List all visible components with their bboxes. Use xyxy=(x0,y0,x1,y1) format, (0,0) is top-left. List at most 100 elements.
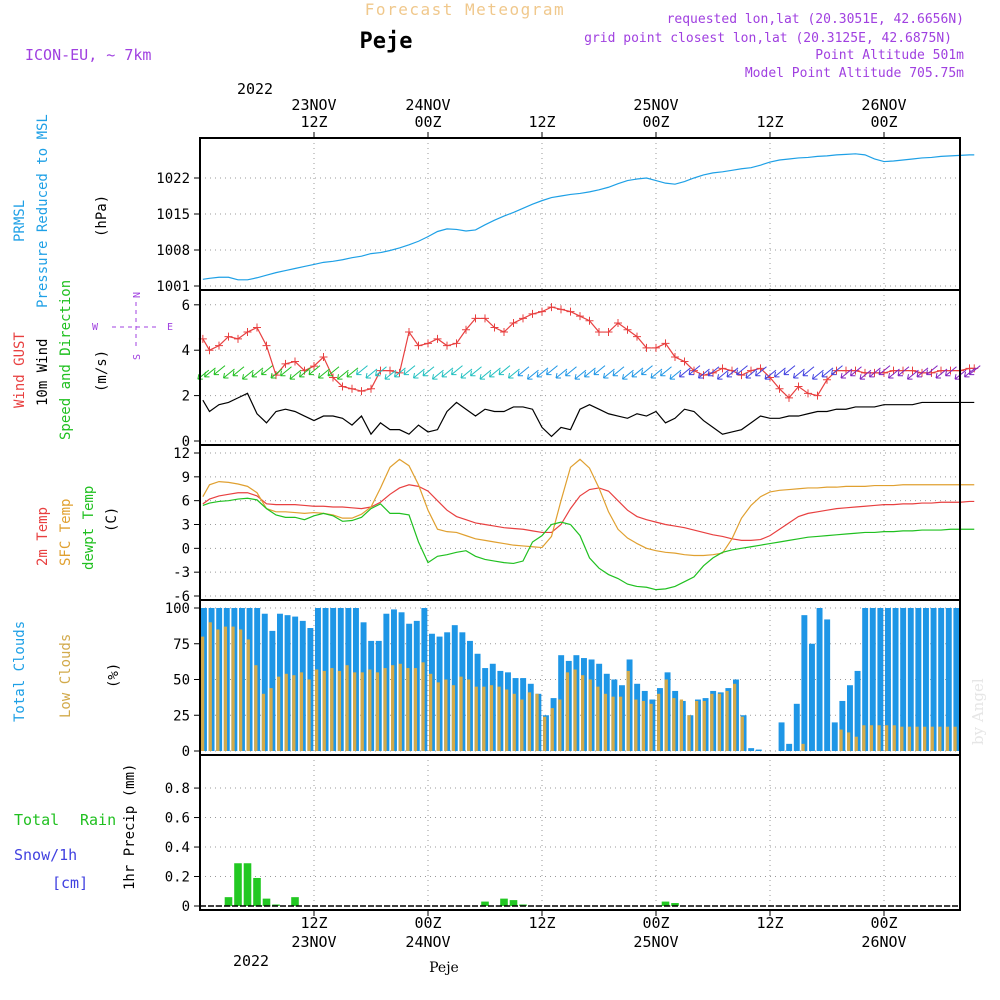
gust-marker xyxy=(348,384,356,393)
low-cloud-bar xyxy=(565,672,570,751)
series-2m-temp xyxy=(202,484,975,541)
top-year: 2022 xyxy=(237,80,273,98)
gust-marker xyxy=(367,384,375,393)
gust-marker xyxy=(509,318,518,327)
y-tick-label: 0 xyxy=(182,541,190,557)
wind-arrow xyxy=(612,366,625,377)
wind-arrow xyxy=(745,368,758,379)
bottom-hour-label: 00Z xyxy=(642,914,669,932)
gust-marker xyxy=(718,364,727,373)
wind-arrow xyxy=(242,369,254,380)
y-tick-label: 0 xyxy=(182,434,190,450)
gust-marker xyxy=(424,339,432,348)
pressure-label-2: Pressure Reduced to MSL xyxy=(35,114,51,308)
wind-arrow xyxy=(289,369,302,380)
total-cloud-bar xyxy=(809,643,815,751)
total-cloud-bar xyxy=(793,703,800,751)
total-cloud-bar xyxy=(900,608,907,751)
low-cloud-bar xyxy=(383,668,387,751)
wind-arrow xyxy=(669,369,682,380)
gust-marker xyxy=(633,332,641,341)
gust-label: Wind GUST xyxy=(12,332,28,408)
wind-arrow xyxy=(451,365,463,376)
y-tick-label: 0.2 xyxy=(165,870,190,886)
total-cloud-bar xyxy=(953,608,960,751)
point-altitude: Point Altitude 501m xyxy=(815,48,964,63)
total-cloud-bar xyxy=(839,700,846,751)
temperature-panel: -6 -3 0 3 6 9 12 xyxy=(173,444,975,605)
precip-bar xyxy=(661,901,670,906)
dewpt-label: dewpt Temp xyxy=(81,486,97,570)
wind-arrow xyxy=(698,368,710,379)
low-cloud-bar xyxy=(558,699,562,751)
gust-marker xyxy=(310,362,318,371)
gust-marker xyxy=(851,366,860,375)
wind-arrow xyxy=(641,365,653,376)
snow-label: Snow/1h xyxy=(14,846,77,864)
gust-marker xyxy=(433,334,442,343)
compass-rose: W E N S xyxy=(92,292,173,360)
low-cloud-bar xyxy=(543,716,547,751)
total-cloud-bar xyxy=(824,619,831,751)
gust-marker xyxy=(329,373,337,382)
low-cloud-bar xyxy=(421,662,425,751)
y-tick-label: 1022 xyxy=(156,171,190,187)
top-hour-label: 00Z xyxy=(870,113,897,131)
total-cloud-bar xyxy=(755,749,762,751)
sfc-label: SFC Temp xyxy=(58,499,74,566)
wind-arrow xyxy=(565,366,577,377)
gust-marker xyxy=(614,318,622,327)
gust-marker xyxy=(842,366,850,375)
gust-marker xyxy=(785,393,793,402)
bottom-hour-label: 00Z xyxy=(414,914,441,932)
gust-marker xyxy=(481,314,489,323)
wind-arrow xyxy=(859,369,872,380)
gust-marker xyxy=(680,357,689,366)
total-cloud-bar xyxy=(261,613,268,751)
gust-marker xyxy=(443,341,451,350)
y-tick-label: 12 xyxy=(173,446,190,462)
location-name: Peje xyxy=(360,29,413,54)
precip-bar xyxy=(509,900,518,906)
gust-marker xyxy=(937,366,945,375)
wind-arrow xyxy=(812,369,824,380)
wind-arrow xyxy=(546,365,558,376)
model-name: ICON-EU, ~ 7km xyxy=(25,46,151,64)
wind-label: 10m Wind xyxy=(35,339,51,406)
y-tick-label: 75 xyxy=(173,637,190,653)
panel-frame xyxy=(199,754,961,911)
wind-arrow xyxy=(346,367,359,378)
low-cloud-bar xyxy=(581,675,585,751)
gust-marker xyxy=(652,343,660,352)
total-cloud-bar xyxy=(930,608,937,751)
series-prmsl xyxy=(202,153,975,281)
low-cloud-bar xyxy=(413,668,418,751)
gust-marker xyxy=(737,371,746,380)
low-cloud-bar xyxy=(482,686,486,751)
wind-arrow xyxy=(261,365,273,376)
wind-arrow xyxy=(280,366,292,377)
gust-marker xyxy=(585,316,594,325)
low-cloud-bar xyxy=(641,700,646,751)
series-10m-wind xyxy=(202,392,975,438)
snow-unit-label: [cm] xyxy=(52,874,88,892)
y-tick-label: 0.6 xyxy=(165,811,190,827)
wind-dir-label: Speed and Direction xyxy=(58,280,74,440)
wind-arrow xyxy=(584,367,596,378)
low-cloud-bar xyxy=(885,725,889,751)
gust-marker xyxy=(519,314,527,323)
clouds-ylabel: (%) xyxy=(106,663,122,688)
y-tick-label: 50 xyxy=(173,673,190,689)
gust-marker xyxy=(215,341,223,350)
low-cloud-bar xyxy=(307,679,311,751)
temp2m-label: 2m Temp xyxy=(35,507,51,566)
top-date-label: 26NOV xyxy=(861,96,906,114)
bottom-hour-label: 12Z xyxy=(300,914,327,932)
grid-coords: grid point closest lon,lat (20.3125E, 42… xyxy=(584,31,952,46)
wind-arrow xyxy=(660,366,672,377)
gust-marker xyxy=(576,312,584,321)
total-cloud-bar xyxy=(748,748,755,751)
series-sfc-temp xyxy=(202,458,975,557)
